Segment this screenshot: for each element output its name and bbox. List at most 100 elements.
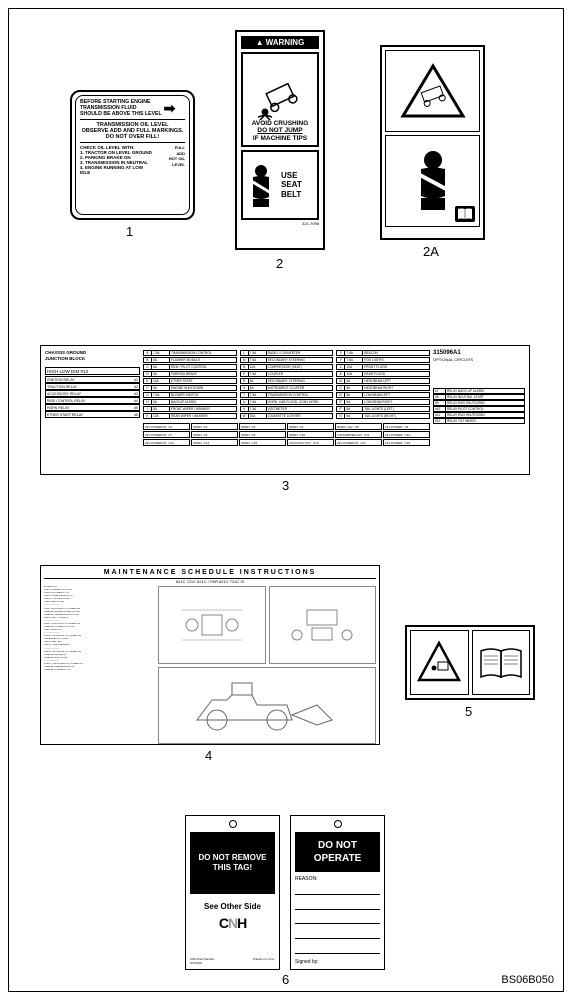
fuse-row: S5AINSTRUMENT CLUSTER <box>240 385 334 391</box>
d4-title: MAINTENANCE SCHEDULE INSTRUCTIONS <box>44 569 376 579</box>
breaker-row: OPENC8 <box>191 431 238 438</box>
decal-4-maintenance: MAINTENANCE SCHEDULE INSTRUCTIONS 621C 7… <box>40 565 380 745</box>
label-5: 5 <box>465 704 472 719</box>
relay-row: ACCESSORY RELAY#3 <box>45 390 140 397</box>
mark-hot: HOT OIL LEVEL <box>155 156 185 167</box>
d1-sec3-4: 4. ENGINE RUNNING AT LOW IDLE <box>80 165 153 175</box>
d5-right <box>472 630 531 695</box>
warning-triangle-small-icon <box>414 638 464 688</box>
belt2: SEAT <box>281 180 302 190</box>
blank-line <box>295 931 380 939</box>
d3-right-col: 315096A1 OPTIONAL CIRCUITS #7RELAY BACK … <box>433 350 525 470</box>
belt1: USE <box>281 171 302 181</box>
open-book-icon <box>476 643 526 683</box>
fuse-row: Z10AFRONT FLOOD <box>336 364 430 370</box>
fuse-row: U7.5AHORN, CAB FLOOD, CONV HORN <box>240 399 334 405</box>
fuse-row: M7.5ASECONDARY STEERING <box>240 357 334 363</box>
fuse-row: P7.5ACOUPLER <box>240 371 334 377</box>
blank-line <box>295 916 380 924</box>
decal-6-tags: DO NOT REMOVE THIS TAG! See Other Side C… <box>185 815 385 970</box>
fuse-row: Y7.5AFOG LIGHTS <box>336 357 430 363</box>
t2-black: DO NOT OPERATE <box>295 832 380 872</box>
fuse-row: B5AFLASHER MODULE <box>143 357 237 363</box>
label-2a: 2A <box>423 244 439 259</box>
belt3: BELT <box>281 190 302 200</box>
t2-signed: Signed by: <box>295 959 380 965</box>
d1-sec2c: DO NOT OVER FILL! <box>80 134 185 140</box>
breaker-grid: 24V POWER INC1OPENC2OPENC3OPENC4RADIO 12… <box>143 423 430 446</box>
fuse-grid: A7.5ATRANSMISSION CONTROLL7.5ARADIO / CO… <box>143 350 430 419</box>
fuse-row: K10AREAR WIPER / WASHER <box>143 413 237 419</box>
tag-back: DO NOT OPERATE REASON: Signed by: <box>290 815 385 970</box>
blank-line <box>295 946 380 954</box>
optional-list: #7RELAY BACK UP ALARM#8RELAY NEUTRAL STA… <box>433 388 525 424</box>
fuse-row: L7.5ARADIO / CONVERTER <box>240 350 334 356</box>
fuse-row: A'10AREAR FLOOD <box>336 371 430 377</box>
fuse-row: G'5ATAIL LIGHTS (RIGHT) <box>336 413 430 419</box>
fuse-row: B'5AHIGH BEAM LEFT <box>336 378 430 384</box>
decal-5-manual <box>405 625 535 700</box>
relay-row: ETHER START RELAY#6 <box>45 411 140 418</box>
relay-row: TRACTION RELAY#2 <box>45 383 140 390</box>
fuse-row: W15ACIGARETTE LIGHTER <box>240 413 334 419</box>
breaker-row: 24V POWER INC7 <box>143 431 190 438</box>
d2-text: AVOID CRUSHING DO NOT JUMP IF MACHINE TI… <box>252 120 309 143</box>
d1-marks: FULL ADD HOT OIL LEVEL <box>155 145 185 175</box>
d3-partno: 315096A1 <box>433 350 525 356</box>
d2-txt1: AVOID CRUSHING <box>252 120 309 128</box>
breaker-row: RADIO 12VC5 <box>335 423 382 430</box>
breaker-row: 12V POWERC18 <box>383 439 430 446</box>
d4-diagrams <box>158 586 376 744</box>
breaker-row: 24V POWER INC1 <box>143 423 190 430</box>
fuse-row: G7.5ABLOWER SWITCH <box>143 392 237 398</box>
fuse-row: N10ACOMPRESSOR (SEAT) <box>240 364 334 370</box>
arrow-right-icon: ➡ <box>164 100 176 117</box>
breaker-row: CIG/CONV OUTC16 <box>287 439 334 446</box>
fuse-row: H5ABACKUP ALARM <box>143 399 237 405</box>
fuse-row: D'5ALOW BEAM LEFT <box>336 392 430 398</box>
label-3: 3 <box>282 478 289 493</box>
loader-schematic-icon <box>269 586 377 664</box>
loader-side-view-icon <box>158 667 376 745</box>
t1foot3: Printed in U.S.A. <box>253 957 275 965</box>
relay-list: IGNITION RELAY#1TRACTION RELAY#2ACCESSOR… <box>45 376 140 418</box>
decal-1-section3: CHECK OIL LEVEL WITH: 1. TRACTOR ON LEVE… <box>80 145 185 175</box>
d4-body: AT EACH OILCHECK ENGINE OIL LEVELCHECK H… <box>44 586 376 744</box>
breaker-row: OPENC3 <box>239 423 286 430</box>
t1-footer: CNH Part Number STOCK# Printed in U.S.A. <box>190 957 275 965</box>
breaker-row: OPENC9 <box>239 431 286 438</box>
blank-line <box>295 887 380 895</box>
tag-hole-icon <box>229 820 237 828</box>
label-6: 6 <box>282 972 289 987</box>
seatbelt-pictogram: USE SEAT BELT <box>241 150 319 220</box>
decal-3-fuse-panel: CHASSIS GROUND JUNCTION BLOCK HIGH LOW D… <box>40 345 530 475</box>
t1a: DO NOT REMOVE <box>198 853 266 863</box>
relay-row: IGNITION RELAY#1 <box>45 376 140 383</box>
drawing-number: BS06B050 <box>501 974 554 986</box>
seatbelt-icon <box>245 161 277 209</box>
breaker-row: 12V POWERC12 <box>383 431 430 438</box>
relay-row: RIDE CONTROL RELAY#4 <box>45 397 140 404</box>
chassis-ground: CHASSIS GROUND <box>45 350 140 355</box>
optional-circuits: OPTIONAL CIRCUITS <box>433 357 525 362</box>
fuse-row: E'5ALOW BEAM RIGHT <box>336 399 430 405</box>
label-2: 2 <box>276 256 283 271</box>
d1-line3: SHOULD BE ABOVE THIS LEVEL <box>80 111 162 117</box>
d4-text-col: AT EACH OILCHECK ENGINE OIL LEVELCHECK H… <box>44 586 154 744</box>
t1foot2: STOCK# <box>190 961 214 965</box>
t1-see: See Other Side <box>204 902 261 911</box>
tag-hole-icon <box>334 820 342 828</box>
fuse-row: V7.5AVOLTMETER <box>240 406 334 412</box>
blank-line <box>295 902 380 910</box>
breaker-row: OPENC15 <box>239 439 286 446</box>
d5-left <box>410 630 469 695</box>
label-1: 1 <box>126 224 133 239</box>
cnh-logo: CNH <box>219 915 246 931</box>
decal-1-oil-level: BEFORE STARTING ENGINE TRANSMISSION FLUI… <box>70 90 195 220</box>
fuse-row: C'5AHIGH BEAM RIGHT <box>336 385 430 391</box>
junction-block: JUNCTION BLOCK <box>45 356 140 361</box>
breaker-row: 12V POWERC6 <box>383 423 430 430</box>
fuse-row: F5AENGINE SHUTDOWN <box>143 385 237 391</box>
fuse-row: J5AFRONT WIPER / WASHER <box>143 406 237 412</box>
decal-2a-pictogram <box>380 45 485 240</box>
